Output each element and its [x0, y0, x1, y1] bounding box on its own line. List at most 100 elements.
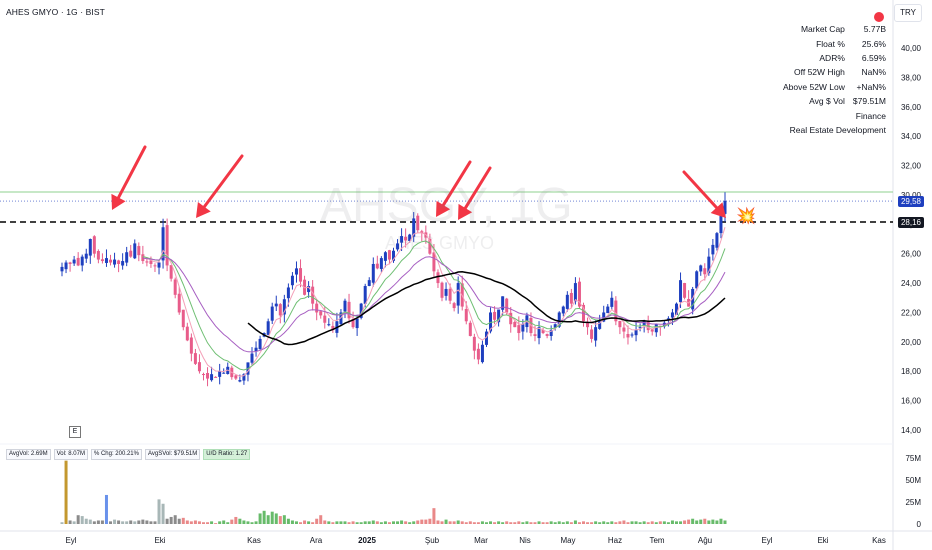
- avg-dollar-vol: AvgSVol: $79.51M: [144, 449, 201, 460]
- volume-bar: [177, 518, 181, 524]
- candle-body: [440, 282, 444, 298]
- volume-bar: [80, 516, 84, 524]
- volume-bar: [602, 521, 606, 524]
- candle-body: [553, 324, 557, 328]
- candle-body: [634, 330, 638, 336]
- candle-body: [214, 376, 218, 378]
- ud-ratio: U/D Ratio: 1.27: [203, 449, 251, 460]
- volume-bar: [610, 521, 614, 524]
- annotation-arrow-head: [436, 200, 451, 217]
- candle-body: [444, 288, 448, 296]
- candle-body: [436, 272, 440, 284]
- candle-body: [501, 296, 505, 310]
- stat-value: Finance: [855, 110, 886, 121]
- y-tick-label: 18,00: [901, 367, 922, 376]
- candle-body: [64, 262, 68, 270]
- candle-body: [165, 225, 169, 266]
- stat-row: ADR% 6.59%: [775, 51, 886, 65]
- candle-body: [679, 280, 683, 303]
- candle-body: [711, 244, 715, 255]
- candle-body: [396, 243, 400, 250]
- candle-body: [472, 336, 476, 351]
- volume-bar: [432, 508, 436, 524]
- y-tick-label: 26,00: [901, 250, 922, 259]
- candle-body: [282, 299, 286, 315]
- volume-bar: [557, 521, 561, 524]
- market-status-icon[interactable]: [874, 12, 884, 22]
- candle-body: [666, 318, 670, 321]
- stat-value: Real Estate Development: [789, 124, 886, 135]
- volume-bar: [501, 522, 505, 524]
- volume-bar: [456, 520, 460, 524]
- volume-bar: [493, 522, 497, 524]
- candle-body: [719, 215, 723, 234]
- stat-value: $79.51M: [852, 96, 886, 107]
- candle-body: [133, 243, 137, 259]
- volume-bar: [549, 521, 553, 524]
- candle-body: [557, 312, 561, 327]
- candle-body: [193, 353, 197, 364]
- volume-bar: [327, 521, 331, 524]
- stat-row: Above 52W Low +NaN%: [775, 80, 886, 94]
- symbol-title[interactable]: AHES GMYO · 1G · BIST: [6, 7, 105, 17]
- volume-bar: [666, 522, 670, 524]
- volume-bar: [699, 519, 703, 524]
- volume-bar: [670, 520, 674, 524]
- currency-button[interactable]: TRY: [894, 4, 922, 22]
- stats-table: Market Cap 5.77B Float % 25.6% ADR% 6.59% Off …: [775, 22, 886, 137]
- volume-bar: [185, 520, 189, 524]
- volume-bar: [674, 521, 678, 524]
- volume-bar: [367, 521, 371, 524]
- stat-value: 25.6%: [861, 38, 886, 49]
- volume-bar: [711, 519, 715, 524]
- volume-bar: [561, 522, 565, 524]
- volume-bar: [258, 513, 262, 524]
- stat-row: Float % 25.6%: [775, 36, 886, 50]
- candle-body: [695, 271, 699, 289]
- candle-body: [201, 374, 205, 376]
- volume-bar: [679, 521, 683, 524]
- y-tick-label: 40,00: [901, 44, 922, 53]
- volume-bar: [299, 522, 303, 524]
- stat-label: Avg $ Vol: [809, 96, 845, 107]
- earnings-icon[interactable]: E: [69, 426, 81, 438]
- candle-body: [76, 257, 80, 266]
- candle-body: [161, 227, 165, 261]
- volume-bar: [149, 521, 153, 524]
- candle-body: [383, 252, 387, 261]
- volume-bar: [129, 520, 133, 524]
- vol: Vol: 8.07M: [53, 449, 88, 460]
- volume-bar: [347, 522, 351, 524]
- x-tick-label: Mar: [474, 536, 488, 545]
- stat-value: 5.77B: [863, 24, 886, 35]
- candle-body: [683, 283, 687, 298]
- candle-body: [408, 234, 412, 241]
- volume-bar: [396, 521, 400, 524]
- volume-bar: [468, 521, 472, 524]
- volume-bar: [359, 522, 363, 524]
- candle-body: [448, 288, 452, 301]
- candle-body: [92, 236, 96, 254]
- volume-bar: [392, 521, 395, 524]
- volume-bar: [420, 519, 424, 524]
- volume-bar: [662, 521, 666, 524]
- candle-body: [222, 372, 226, 374]
- volume-bar: [412, 521, 416, 524]
- volume-bar: [307, 521, 311, 524]
- candle-body: [517, 325, 521, 334]
- candle-body: [480, 344, 484, 363]
- volume-bar: [521, 522, 525, 524]
- candle-body: [189, 337, 193, 354]
- volume-bar: [553, 522, 557, 524]
- candle-body: [650, 329, 654, 332]
- candle-body: [68, 262, 72, 264]
- volume-bar: [323, 520, 327, 524]
- y-tick-label: 32,00: [901, 162, 922, 171]
- stat-row: Real Estate Development: [775, 123, 886, 137]
- candle-body: [323, 315, 327, 323]
- candle-body: [250, 353, 254, 363]
- volume-bar: [165, 518, 169, 524]
- annotation-arrow-shaft: [441, 160, 472, 207]
- volume-bar: [104, 494, 108, 524]
- volume-bar: [440, 521, 444, 524]
